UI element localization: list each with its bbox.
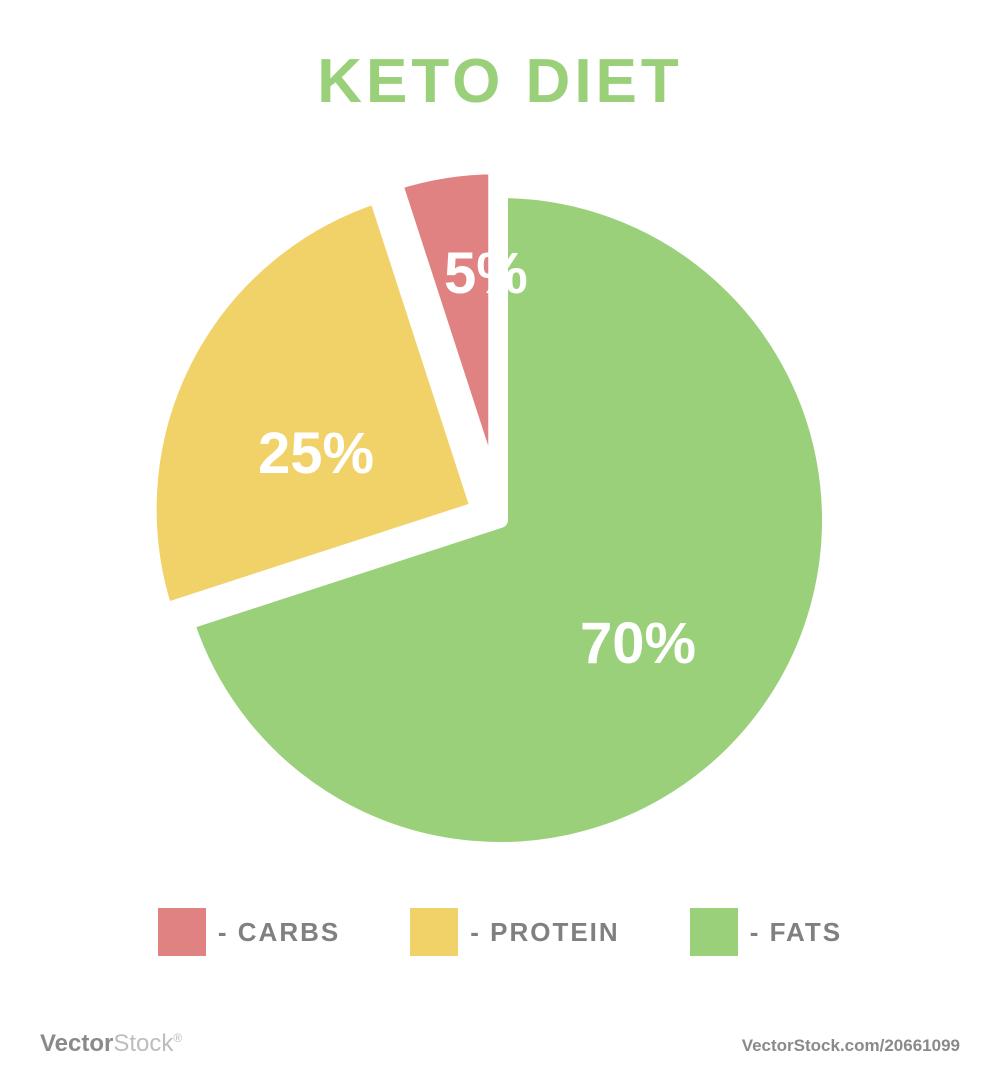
- watermark-brand-sub: Stock: [113, 1030, 173, 1057]
- legend: - CARBS - PROTEIN - FATS: [132, 908, 868, 956]
- legend-label: - CARBS: [218, 917, 340, 948]
- watermark-brand: VectorStock®: [40, 1030, 182, 1058]
- watermark-id: VectorStock.com/20661099: [742, 1036, 960, 1056]
- watermark-brand-reg: ®: [173, 1031, 182, 1045]
- slice-label-fats: 70%: [580, 610, 696, 677]
- slice-label-protein: 25%: [258, 420, 374, 487]
- watermark-brand-main: Vector: [40, 1030, 113, 1057]
- legend-item: - PROTEIN: [410, 908, 619, 956]
- legend-label: - FATS: [750, 917, 842, 948]
- legend-swatch: [410, 908, 458, 956]
- legend-label: - PROTEIN: [470, 917, 619, 948]
- legend-swatch: [690, 908, 738, 956]
- legend-swatch: [158, 908, 206, 956]
- legend-item: - CARBS: [158, 908, 340, 956]
- chart-title: KETO DIET: [0, 46, 1000, 117]
- legend-item: - FATS: [690, 908, 842, 956]
- slice-label-carbs: 5%: [444, 240, 528, 307]
